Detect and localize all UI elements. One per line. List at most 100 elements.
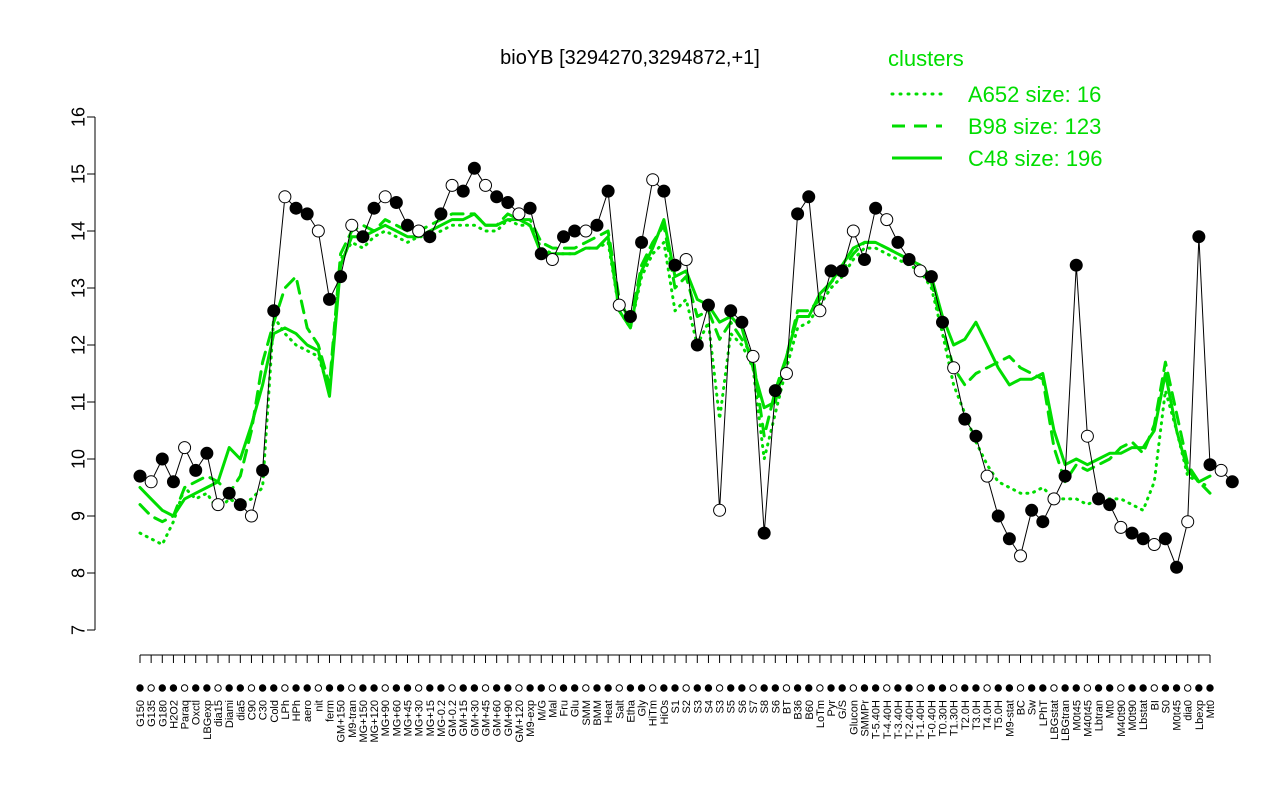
data-point: [1125, 526, 1139, 540]
x-tick-label: M0t45: [1172, 700, 1184, 731]
x-sample-marker: [1039, 684, 1047, 692]
data-point: [824, 264, 838, 278]
data-point: [668, 258, 682, 272]
data-point: [401, 218, 414, 232]
data-point: [367, 201, 381, 215]
x-tick-label: M9-exp: [525, 700, 537, 737]
x-tick-label: T3.0H: [971, 700, 983, 730]
x-tick-label: S2: [681, 700, 693, 713]
legend-entry-a652: A652 size: 16: [968, 82, 1101, 107]
x-tick-label: G150: [135, 700, 147, 727]
x-tick-label: T-5.40H: [871, 700, 883, 739]
y-tick-label: 12: [68, 335, 88, 355]
y-tick-label: 9: [68, 511, 88, 521]
x-sample-marker: [1105, 684, 1114, 692]
x-tick-label: dia0: [1183, 700, 1195, 721]
data-point: [523, 201, 537, 215]
x-tick-label: M40t90: [1116, 700, 1128, 737]
x-sample-marker: [314, 684, 323, 692]
data-point: [244, 509, 258, 523]
data-point: [189, 463, 203, 477]
x-sample-marker: [760, 684, 768, 692]
x-sample-marker: [660, 684, 668, 692]
data-point: [345, 218, 359, 232]
data-point: [1002, 532, 1016, 546]
x-tick-label: Salt: [614, 700, 626, 719]
x-sample-marker: [336, 684, 345, 692]
x-tick-label: GM+120: [514, 700, 526, 743]
x-sample-marker: [905, 684, 913, 692]
x-tick-label: B36: [793, 700, 805, 720]
x-tick-label: GM+60: [492, 700, 504, 736]
data-point: [356, 230, 370, 244]
x-sample-marker: [805, 684, 813, 692]
x-tick-label: Mt0: [1205, 700, 1217, 718]
x-sample-marker: [883, 684, 891, 692]
data-point: [880, 213, 894, 227]
data-point: [289, 201, 303, 215]
x-sample-marker: [559, 684, 568, 692]
x-sample-marker: [693, 684, 701, 692]
x-tick-label: GM+90: [503, 700, 515, 736]
data-point: [568, 224, 582, 238]
data-point: [1136, 532, 1150, 546]
x-tick-label: MG+30: [414, 700, 426, 736]
data-point: [579, 224, 593, 238]
series-line-dashed: [138, 212, 1212, 524]
x-sample-marker: [1016, 684, 1025, 692]
x-tick-label: G180: [157, 700, 169, 727]
x-sample-marker: [916, 684, 924, 692]
x-sample-marker: [414, 684, 423, 692]
data-point: [724, 304, 738, 318]
data-point: [701, 298, 715, 312]
x-sample-marker: [704, 684, 713, 692]
data-point: [902, 253, 916, 266]
x-tick-label: G135: [146, 700, 158, 727]
x-sample-marker: [1005, 684, 1014, 692]
x-tick-label: LPh: [280, 700, 292, 720]
x-tick-label: HiOs: [659, 700, 671, 725]
x-sample-marker: [1050, 684, 1058, 692]
x-tick-label: B60: [804, 700, 816, 720]
data-point: [534, 247, 548, 261]
x-sample-marker: [894, 684, 902, 692]
x-tick-label: S1: [670, 700, 682, 713]
data-point: [490, 190, 504, 204]
data-point: [857, 253, 871, 266]
data-point: [635, 235, 649, 249]
data-point: [445, 178, 459, 192]
x-sample-marker: [649, 684, 657, 692]
x-sample-marker: [225, 684, 233, 692]
x-sample-marker: [727, 684, 735, 692]
data-point: [501, 196, 515, 209]
x-sample-marker: [392, 684, 401, 692]
x-sample-marker: [459, 684, 467, 692]
x-tick-label: S6: [737, 700, 749, 713]
data-point: [779, 367, 793, 380]
x-sample-marker: [426, 684, 434, 692]
x-tick-label: S5: [726, 700, 738, 713]
data-point: [545, 253, 559, 266]
x-tick-label: S3: [715, 700, 727, 713]
data-point: [389, 196, 403, 209]
x-sample-marker: [1184, 684, 1192, 692]
x-sample-marker: [749, 684, 757, 692]
x-tick-label: dia5: [235, 700, 247, 721]
x-tick-label: LoTm: [815, 700, 827, 728]
x-tick-label: S8: [759, 700, 771, 713]
x-tick-label: S0: [1160, 700, 1172, 713]
cluster-series-lines: [138, 212, 1212, 546]
x-sample-marker: [258, 684, 267, 692]
data-point: [300, 207, 314, 221]
x-tick-label: nit: [313, 700, 325, 712]
data-point: [947, 361, 961, 375]
data-point: [434, 207, 448, 221]
data-point: [802, 190, 816, 204]
x-sample-marker: [548, 684, 557, 692]
x-sample-marker: [370, 684, 378, 692]
x-tick-label: GM+30: [469, 700, 481, 736]
x-sample-marker: [570, 684, 579, 692]
x-sample-marker: [236, 684, 245, 692]
x-sample-marker: [738, 684, 746, 692]
x-sample-marker: [838, 684, 846, 692]
